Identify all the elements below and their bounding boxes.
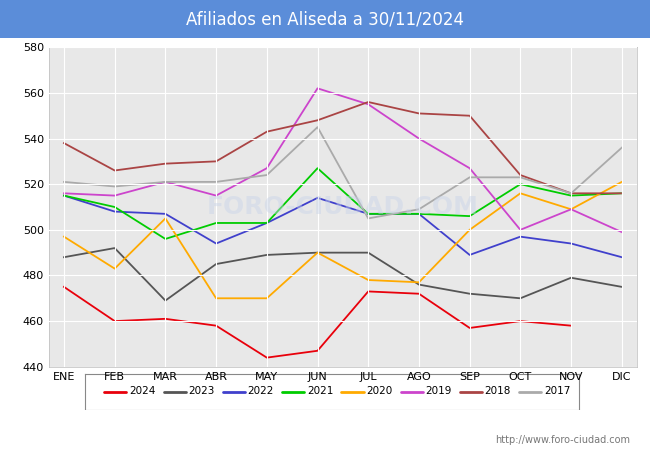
Text: Afiliados en Aliseda a 30/11/2024: Afiliados en Aliseda a 30/11/2024: [186, 10, 464, 28]
Text: 2017: 2017: [544, 387, 570, 396]
Text: 2021: 2021: [307, 387, 333, 396]
Text: 2019: 2019: [425, 387, 452, 396]
Text: 2023: 2023: [188, 387, 215, 396]
Text: 2020: 2020: [366, 387, 393, 396]
Text: http://www.foro-ciudad.com: http://www.foro-ciudad.com: [495, 435, 630, 445]
Text: 2024: 2024: [129, 387, 155, 396]
Text: FORO-CIUDAD.COM: FORO-CIUDAD.COM: [207, 195, 479, 219]
Text: 2018: 2018: [485, 387, 511, 396]
Text: 2022: 2022: [248, 387, 274, 396]
